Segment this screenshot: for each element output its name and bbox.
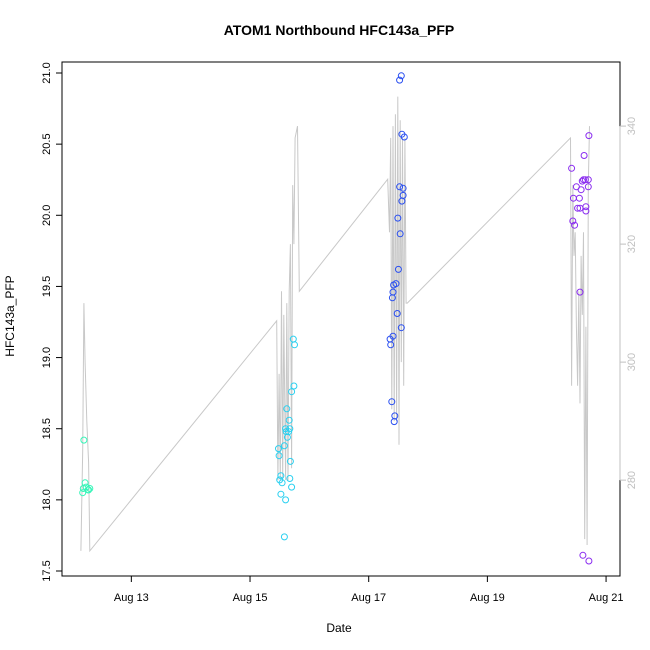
y2-tick-label: 300: [626, 353, 638, 371]
data-point: [277, 472, 285, 480]
data-point: [396, 230, 404, 238]
y-tick-label: 18.5: [41, 418, 53, 439]
data-point: [575, 194, 583, 202]
data-point: [282, 496, 290, 504]
data-point: [399, 191, 407, 199]
data-point: [577, 186, 585, 194]
data-point: [574, 204, 582, 212]
data-point: [400, 133, 408, 141]
data-point: [393, 310, 401, 317]
data-point: [585, 132, 593, 140]
data-point: [581, 176, 589, 184]
data-point: [283, 405, 291, 413]
data-point: [288, 388, 296, 396]
data-point: [391, 412, 399, 420]
data-point: [387, 341, 395, 349]
data-point: [396, 76, 404, 84]
data-point: [580, 152, 588, 159]
data-point: [576, 288, 584, 296]
data-point: [571, 221, 579, 229]
y-tick-label: 17.5: [41, 560, 53, 581]
data-point: [79, 489, 87, 497]
data-point: [584, 176, 592, 184]
data-point: [399, 184, 407, 192]
data-point: [280, 442, 288, 450]
data-point: [286, 475, 294, 482]
data-point: [388, 398, 396, 406]
data-point: [396, 183, 404, 191]
chart-title: ATOM1 Northbound HFC143a_PFP: [224, 22, 455, 38]
data-point: [285, 416, 293, 424]
data-point: [81, 479, 89, 487]
data-point: [569, 217, 577, 225]
data-point: [275, 445, 282, 453]
y2-tick-label: 280: [626, 471, 638, 489]
y-tick-label: 21.0: [41, 62, 53, 83]
data-point: [389, 288, 397, 296]
data-point: [397, 72, 405, 80]
data-point-layer: [79, 72, 593, 565]
y-tick-label: 20.5: [41, 133, 53, 154]
y-tick-label: 18.0: [41, 489, 53, 510]
data-point: [278, 479, 286, 487]
data-point: [85, 486, 93, 494]
x-axis-label: Date: [326, 621, 352, 635]
series-line-layer: [80, 96, 590, 553]
y-axis-label: HFC143a_PFP: [3, 275, 17, 356]
series-line: [80, 96, 590, 553]
x-tick-label: Aug 15: [233, 592, 268, 604]
data-point: [288, 483, 296, 491]
y-tick-label: 19.0: [41, 347, 53, 368]
x-tick-label: Aug 19: [470, 592, 505, 604]
data-point: [582, 207, 590, 215]
data-point: [394, 265, 402, 273]
data-point: [397, 324, 405, 332]
data-point: [579, 551, 587, 559]
y-tick-label: 20.0: [41, 205, 53, 226]
data-point: [80, 436, 88, 444]
data-point: [291, 341, 298, 349]
y-tick-label: 19.5: [41, 276, 53, 297]
data-point: [394, 214, 402, 222]
data-point: [392, 280, 400, 288]
x-tick-label: Aug 13: [114, 592, 149, 604]
data-point: [86, 485, 94, 492]
x-tick-label: Aug 17: [351, 592, 386, 604]
axis-layer: Aug 13 Aug 15 Aug 17 Aug 19 Aug 21 17.5 18.0 18…: [41, 62, 638, 604]
y2-tick-label: 340: [626, 117, 638, 135]
data-point: [280, 533, 288, 541]
y2-tick-label: 320: [626, 235, 638, 253]
data-point: [290, 382, 298, 390]
data-point: [286, 457, 294, 465]
data-point: [584, 183, 592, 191]
data-point: [576, 204, 584, 212]
plot-frame: [61, 61, 621, 577]
data-point: [277, 490, 285, 498]
data-point: [568, 164, 576, 172]
data-point: [275, 452, 283, 460]
data-point: [286, 425, 294, 433]
data-point: [585, 557, 593, 565]
x-tick-label: Aug 21: [589, 592, 624, 604]
data-point: [389, 332, 397, 340]
